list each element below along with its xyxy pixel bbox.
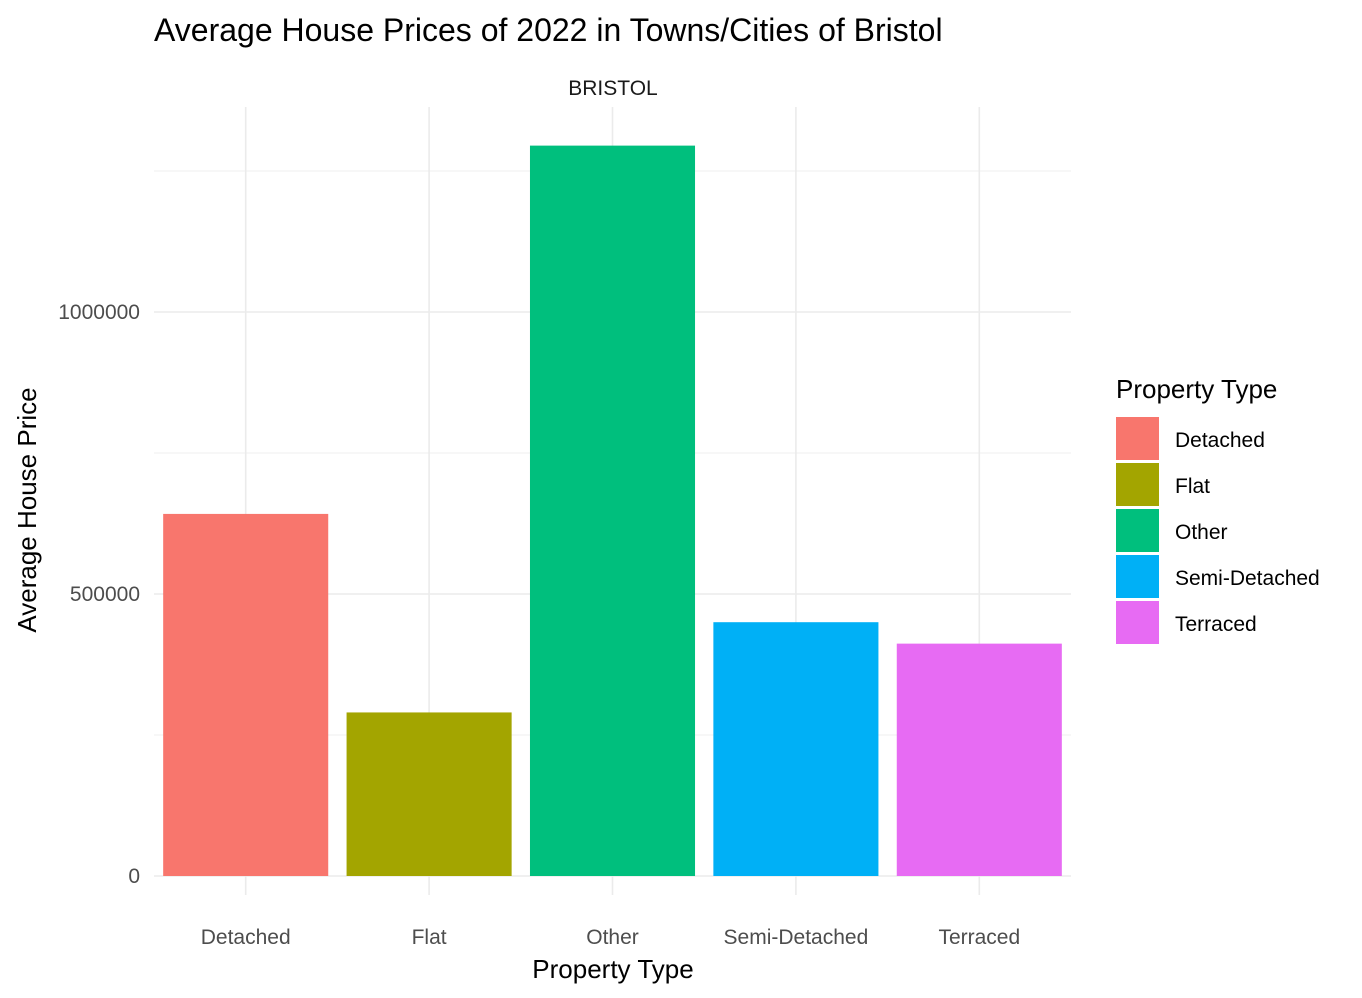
x-axis-title: Property Type [532,954,693,984]
y-axis-ticks: 0 500000 1000000 [58,301,140,888]
legend: Property Type Detached Flat Other Semi-Deta… [1116,374,1320,644]
bars [163,145,1062,876]
legend-key-swatch [1116,601,1159,644]
bar-terraced [896,643,1062,876]
x-tick-label: Other [586,926,639,949]
bar-flat [346,712,512,876]
legend-key-swatch [1116,555,1159,598]
legend-label: Detached [1175,429,1265,452]
x-tick-label: Terraced [938,926,1020,949]
chart-title: Average House Prices of 2022 in Towns/Ci… [154,12,943,48]
bar-semi-detached [713,622,879,876]
y-axis-title: Average House Price [12,387,42,632]
bar-detached [163,513,329,876]
x-tick-label: Detached [201,926,291,949]
legend-label: Semi-Detached [1175,567,1320,590]
bar-other [529,145,696,876]
legend-items: Detached Flat Other Semi-Detached Terraced [1116,417,1320,644]
legend-key-swatch [1116,417,1159,460]
y-tick-label: 500000 [70,583,140,606]
legend-key-swatch [1116,463,1159,506]
y-tick-label: 1000000 [58,301,140,324]
x-tick-label: Semi-Detached [724,926,869,949]
legend-key-swatch [1116,509,1159,552]
x-axis-ticks: Detached Flat Other Semi-Detached Terraced [201,926,1020,949]
legend-title: Property Type [1116,374,1277,404]
x-tick-label: Flat [412,926,447,949]
y-tick-label: 0 [128,865,140,888]
facet-strip-label: BRISTOL [568,77,657,100]
legend-label: Flat [1175,475,1210,498]
legend-label: Other [1175,521,1228,544]
legend-label: Terraced [1175,613,1257,636]
